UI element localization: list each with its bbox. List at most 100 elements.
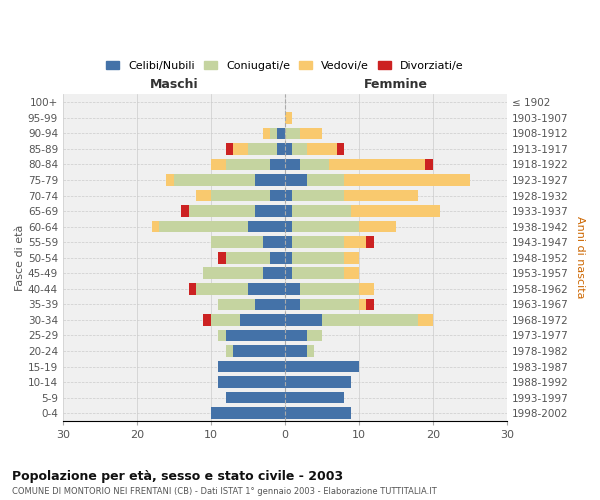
Bar [285,283,299,294]
Bar [226,143,233,154]
Bar [174,174,255,186]
Bar [218,360,285,372]
Bar [285,252,292,264]
Bar [248,143,277,154]
Bar [233,143,248,154]
Bar [211,236,263,248]
Bar [285,376,352,388]
Bar [226,158,270,170]
Bar [241,314,285,326]
Bar [366,236,374,248]
Bar [263,236,285,248]
Bar [285,268,292,279]
Bar [344,236,366,248]
Bar [285,345,307,357]
Y-axis label: Anni di nascita: Anni di nascita [575,216,585,299]
Bar [344,268,359,279]
Bar [226,345,233,357]
Bar [285,128,299,139]
Bar [285,392,344,404]
Text: Femmine: Femmine [364,78,428,92]
Bar [218,330,226,342]
Bar [203,314,211,326]
Bar [211,158,226,170]
Bar [218,298,255,310]
Bar [270,252,285,264]
Bar [152,221,159,232]
Legend: Celibi/Nubili, Coniugati/e, Vedovi/e, Divorziati/e: Celibi/Nubili, Coniugati/e, Vedovi/e, Di… [103,58,467,74]
Bar [285,330,307,342]
Bar [255,298,285,310]
Bar [292,268,344,279]
Bar [270,190,285,202]
Bar [218,376,285,388]
Bar [299,128,322,139]
Bar [307,330,322,342]
Bar [322,314,418,326]
Bar [159,221,248,232]
Bar [344,252,359,264]
Bar [418,314,433,326]
Bar [359,298,366,310]
Bar [196,283,248,294]
Bar [255,206,285,217]
Bar [285,408,352,419]
Bar [226,392,285,404]
Bar [218,252,226,264]
Bar [285,206,292,217]
Bar [226,252,270,264]
Bar [248,283,285,294]
Bar [211,190,270,202]
Bar [337,143,344,154]
Bar [307,143,337,154]
Bar [263,268,285,279]
Bar [307,345,314,357]
Bar [292,236,344,248]
Bar [344,190,418,202]
Bar [188,283,196,294]
Bar [344,174,470,186]
Y-axis label: Fasce di età: Fasce di età [15,224,25,291]
Bar [277,128,285,139]
Bar [329,158,425,170]
Text: Maschi: Maschi [149,78,198,92]
Bar [285,143,292,154]
Bar [203,268,263,279]
Bar [285,174,307,186]
Bar [292,221,359,232]
Text: COMUNE DI MONTORIO NEI FRENTANI (CB) - Dati ISTAT 1° gennaio 2003 - Elaborazione: COMUNE DI MONTORIO NEI FRENTANI (CB) - D… [12,488,437,496]
Bar [270,158,285,170]
Bar [292,143,307,154]
Bar [285,190,292,202]
Bar [211,408,285,419]
Bar [285,360,359,372]
Bar [285,158,299,170]
Bar [166,174,174,186]
Bar [292,206,352,217]
Bar [299,283,359,294]
Bar [366,298,374,310]
Bar [285,314,322,326]
Bar [285,236,292,248]
Bar [352,206,440,217]
Bar [181,206,188,217]
Text: Popolazione per età, sesso e stato civile - 2003: Popolazione per età, sesso e stato civil… [12,470,343,483]
Bar [425,158,433,170]
Bar [299,158,329,170]
Bar [263,128,270,139]
Bar [270,128,277,139]
Bar [196,190,211,202]
Bar [359,283,374,294]
Bar [307,174,344,186]
Bar [292,190,344,202]
Bar [188,206,255,217]
Bar [285,112,292,124]
Bar [277,143,285,154]
Bar [233,345,285,357]
Bar [255,174,285,186]
Bar [359,221,396,232]
Bar [285,221,292,232]
Bar [248,221,285,232]
Bar [211,314,241,326]
Bar [285,298,299,310]
